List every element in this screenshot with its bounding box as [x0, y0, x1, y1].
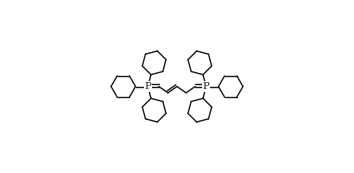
- Text: P: P: [144, 82, 151, 91]
- Text: P: P: [203, 82, 210, 91]
